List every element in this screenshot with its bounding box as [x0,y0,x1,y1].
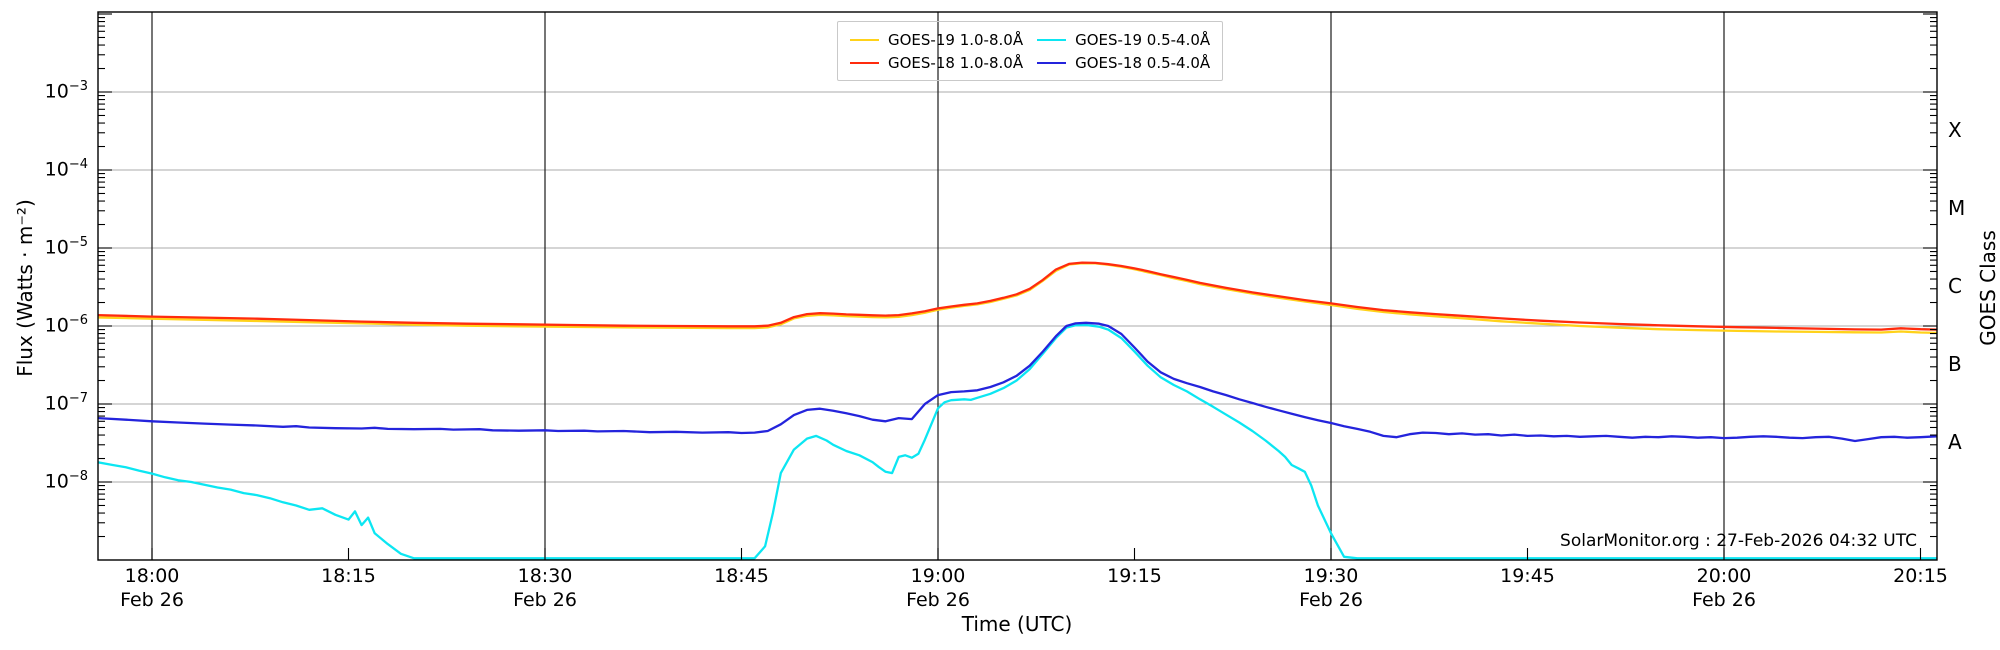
x-tick-label: 19:00 [910,565,966,587]
goes-class-letter: C [1948,274,1962,298]
x-tick-label: 19:30 [1303,565,1359,587]
x-axis-title-time: Time (UTC) [961,612,1073,636]
x-tick-date: Feb 26 [1692,589,1756,611]
goes-class-letter: X [1948,118,1962,142]
x-tick-date: Feb 26 [906,589,970,611]
y-tick-label: 10−8 [44,469,88,493]
x-tick-label: 20:00 [1696,565,1752,587]
legend-item-goes19-short: GOES-19 0.5-4.0Å [1037,31,1210,49]
x-tick-label: 19:45 [1500,565,1555,587]
legend-label-goes19-long: GOES-19 1.0-8.0Å [888,30,1024,49]
y-tick-label: 10−3 [44,79,88,103]
goes-class-letter: M [1948,196,1966,220]
legend-label-goes18-short: GOES-18 0.5-4.0Å [1075,53,1211,72]
legend-item-goes18-long: GOES-18 1.0-8.0Å [850,54,1023,72]
x-tick-label: 20:15 [1893,565,1948,587]
goes-class-letter: A [1948,430,1962,454]
x-tick-label: 18:00 [124,565,180,587]
y-axis-title-flux: Flux (Watts · m⁻²) [13,199,37,377]
y-tick-label: 10−5 [44,235,88,259]
x-tick-label: 18:30 [517,565,573,587]
goes-class-letter: B [1948,352,1962,376]
plot-border [97,11,1938,561]
y-tick-label: 10−7 [44,391,88,415]
series-line-3 [98,321,1937,443]
y-tick-label: 10−6 [44,313,88,337]
legend-item-goes19-long: GOES-19 1.0-8.0Å [850,31,1023,49]
legend: GOES-19 1.0-8.0Å GOES-18 1.0-8.0Å GOES-1… [837,21,1224,81]
legend-line-goes19-short [1037,38,1067,41]
y-axis-title-goes-class: GOES Class [1976,230,2000,346]
legend-line-goes18-short [1037,61,1067,64]
x-tick-label: 18:45 [714,565,769,587]
tick-marks [98,13,1937,560]
series-line-2 [98,323,1937,560]
legend-item-goes18-short: GOES-18 0.5-4.0Å [1037,54,1210,72]
x-tick-label: 18:15 [321,565,376,587]
x-tick-date: Feb 26 [1299,589,1363,611]
legend-label-goes18-long: GOES-18 1.0-8.0Å [888,53,1024,72]
source-timestamp-note: SolarMonitor.org : 27-Feb-2026 04:32 UTC [1560,531,1917,551]
series-line-1 [98,261,1937,331]
legend-line-goes19-long [850,38,879,41]
x-tick-date: Feb 26 [120,589,184,611]
x-tick-label: 19:15 [1107,565,1162,587]
y-tick-label: 10−4 [44,157,88,181]
legend-line-goes18-long [850,61,879,64]
legend-label-goes19-short: GOES-19 0.5-4.0Å [1075,30,1211,49]
x-tick-date: Feb 26 [513,589,577,611]
